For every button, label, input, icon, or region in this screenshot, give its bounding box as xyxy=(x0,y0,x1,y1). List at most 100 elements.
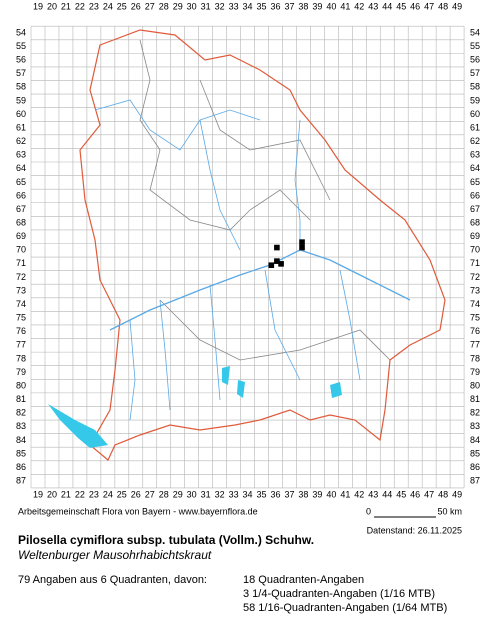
row-label: 76 xyxy=(470,326,480,336)
summary-total: 79 Angaben aus 6 Quadranten, davon: xyxy=(18,574,207,586)
column-label: 24 xyxy=(103,1,113,11)
column-label: 33 xyxy=(229,1,239,11)
column-label: 41 xyxy=(340,489,350,499)
lake xyxy=(237,380,245,398)
river xyxy=(294,119,301,250)
row-label: 81 xyxy=(470,394,480,404)
summary-detail: 58 1/16-Quadranten-Angaben (1/64 MTB) xyxy=(243,602,447,614)
column-label: 49 xyxy=(452,489,462,499)
column-label: 22 xyxy=(75,489,85,499)
row-label: 55 xyxy=(16,41,26,51)
column-label: 48 xyxy=(438,489,448,499)
column-label: 34 xyxy=(243,1,253,11)
column-label: 28 xyxy=(159,489,169,499)
column-label: 45 xyxy=(396,489,406,499)
occurrence xyxy=(274,258,280,264)
occurrences xyxy=(268,239,305,269)
row-label: 60 xyxy=(470,109,480,119)
row-label: 82 xyxy=(470,408,480,418)
row-label: 54 xyxy=(16,27,26,37)
column-label: 29 xyxy=(173,1,183,11)
column-label: 31 xyxy=(201,489,211,499)
column-label: 20 xyxy=(47,489,57,499)
row-label: 68 xyxy=(470,217,480,227)
row-label: 62 xyxy=(16,136,26,146)
column-label: 36 xyxy=(270,489,280,499)
column-label: 35 xyxy=(257,1,267,11)
row-label: 54 xyxy=(470,27,480,37)
row-label: 80 xyxy=(16,380,26,390)
row-label: 61 xyxy=(470,122,480,132)
row-label: 71 xyxy=(470,258,480,268)
column-label: 43 xyxy=(368,1,378,11)
column-label: 46 xyxy=(410,1,420,11)
column-label: 33 xyxy=(229,489,239,499)
row-label: 66 xyxy=(16,190,26,200)
column-label: 26 xyxy=(131,1,141,11)
rivers xyxy=(94,99,411,421)
occurrence xyxy=(299,239,305,245)
row-label: 59 xyxy=(16,95,26,105)
row-label: 59 xyxy=(470,95,480,105)
column-label: 40 xyxy=(326,1,336,11)
column-label: 44 xyxy=(382,489,392,499)
column-label: 44 xyxy=(382,1,392,11)
row-label: 67 xyxy=(16,204,26,214)
row-label: 80 xyxy=(470,380,480,390)
column-label: 45 xyxy=(396,1,406,11)
column-label: 39 xyxy=(312,489,322,499)
row-label: 84 xyxy=(16,435,26,445)
row-label: 81 xyxy=(16,394,26,404)
column-label: 31 xyxy=(201,1,211,11)
row-label: 78 xyxy=(470,353,480,363)
row-label: 61 xyxy=(16,122,26,132)
row-label: 62 xyxy=(470,136,480,146)
row-label: 75 xyxy=(470,313,480,323)
lakes xyxy=(48,366,342,448)
river xyxy=(94,99,261,151)
lake xyxy=(48,404,108,448)
column-label: 42 xyxy=(354,1,364,11)
row-label: 57 xyxy=(470,68,480,78)
summary-detail: 18 Quadranten-Angaben xyxy=(243,574,364,586)
column-label: 37 xyxy=(284,1,294,11)
row-label: 70 xyxy=(470,245,480,255)
row-label: 72 xyxy=(470,272,480,282)
row-label: 76 xyxy=(16,326,26,336)
summary-detail: 3 1/4-Quadranten-Angaben (1/16 MTB) xyxy=(243,588,435,600)
column-label: 41 xyxy=(340,1,350,11)
scale-start: 0 xyxy=(366,506,371,516)
column-label: 32 xyxy=(215,489,225,499)
row-label: 85 xyxy=(16,448,26,458)
occurrence xyxy=(299,244,305,251)
column-label: 48 xyxy=(438,1,448,11)
row-label: 84 xyxy=(470,435,480,445)
row-label: 86 xyxy=(16,462,26,472)
column-label: 27 xyxy=(145,489,155,499)
column-label: 49 xyxy=(452,1,462,11)
row-label: 68 xyxy=(16,217,26,227)
row-label: 74 xyxy=(16,299,26,309)
row-label: 87 xyxy=(470,476,480,486)
row-label: 86 xyxy=(470,462,480,472)
column-label: 38 xyxy=(298,489,308,499)
column-label: 40 xyxy=(326,489,336,499)
column-label: 22 xyxy=(75,1,85,11)
date: Datenstand: 26.11.2025 xyxy=(367,525,462,535)
row-label: 79 xyxy=(470,367,480,377)
column-label: 25 xyxy=(117,1,127,11)
lake xyxy=(222,366,230,385)
row-label: 57 xyxy=(16,68,26,78)
column-label: 20 xyxy=(47,1,57,11)
row-label: 74 xyxy=(470,299,480,309)
species-name: Pilosella cymiflora subsp. tubulata (Vol… xyxy=(18,533,314,547)
row-label: 67 xyxy=(470,204,480,214)
occurrence xyxy=(274,244,280,251)
row-label: 77 xyxy=(16,340,26,350)
column-label: 25 xyxy=(117,489,127,499)
column-label: 26 xyxy=(131,489,141,499)
row-label: 87 xyxy=(16,476,26,486)
row-label: 69 xyxy=(16,231,26,241)
row-label: 83 xyxy=(16,421,26,431)
